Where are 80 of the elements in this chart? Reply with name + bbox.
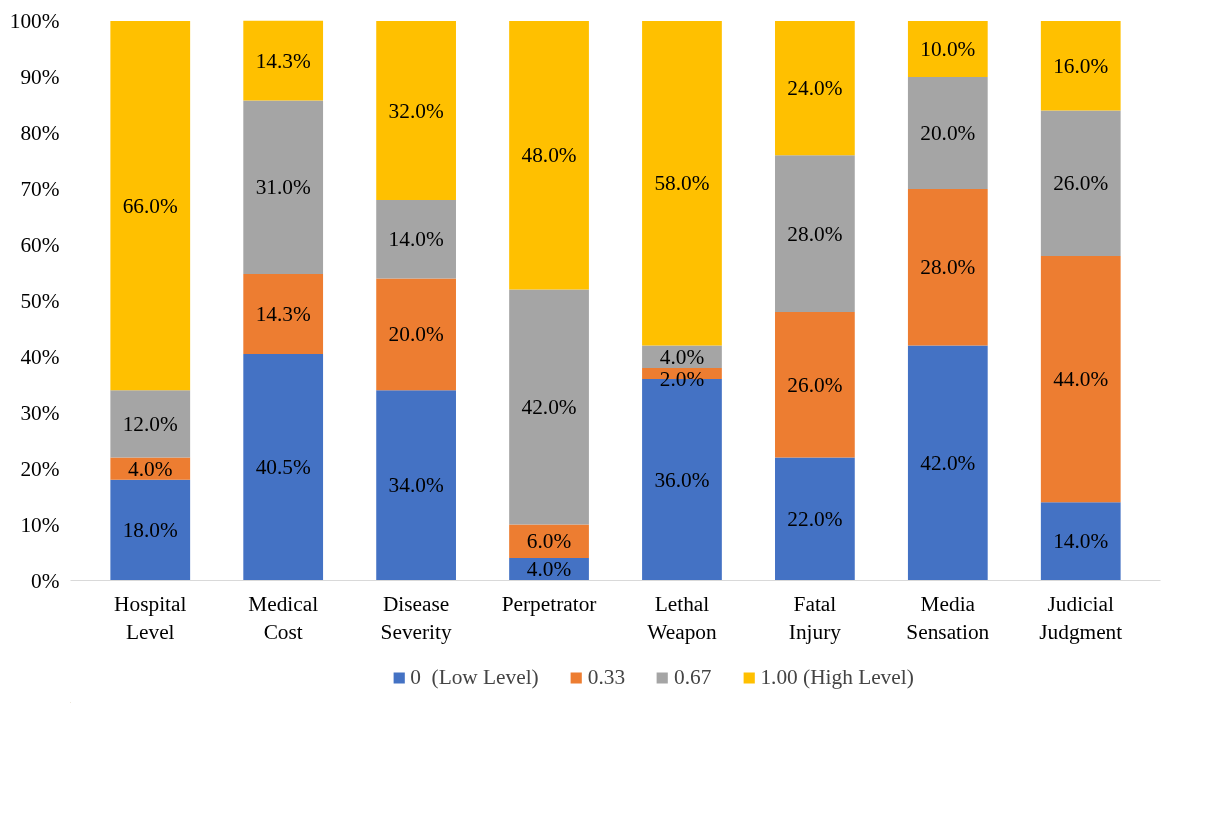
data-label: 18.0% [122,518,179,543]
y-tick-label: 30% [20,400,60,425]
data-label: 34.0% [388,473,444,498]
bar [110,21,191,391]
bar [1040,502,1121,581]
data-label: 44.0% [1053,367,1109,392]
data-label: 12.0% [122,411,179,436]
bar [110,479,191,581]
bar [775,457,855,581]
data-label: 42.0% [521,395,577,420]
x-tick-label: Medical Cost [248,591,319,645]
bar [907,77,988,189]
bar [1040,110,1121,257]
bar [907,21,988,77]
bar [509,289,589,525]
data-label: 4.0% [526,557,572,582]
data-label: 14.3% [255,301,311,326]
data-label: 4.0% [659,344,705,369]
bar [243,20,324,101]
bar [376,21,456,201]
x-tick-label: Media Sensation [906,591,990,645]
bar [243,273,324,354]
data-label: 14.0% [1053,529,1109,554]
y-tick-label: 50% [20,288,60,313]
bar [907,345,988,581]
bar [1040,21,1121,111]
legend-label: 0.33 [587,664,626,690]
data-label: 14.0% [388,227,444,252]
bar [243,353,324,581]
data-label: 32.0% [388,98,444,123]
data-label: 24.0% [787,76,843,101]
x-tick-label: Hospital Level [114,591,187,645]
x-tick-label: Disease Severity [380,591,452,645]
data-label: 28.0% [920,255,976,280]
data-label: 28.0% [787,221,843,246]
data-label: 20.0% [388,322,444,347]
data-label: 42.0% [920,451,976,476]
data-label: 4.0% [128,456,173,481]
data-label: 20.0% [920,120,976,145]
legend-label: 0.67 [674,664,712,690]
y-tick-label: 70% [20,176,60,201]
bar [376,278,456,391]
bar [509,21,589,290]
x-tick-label: Judicial Judgment [1039,591,1123,645]
bar [775,155,855,312]
bar [775,311,855,458]
data-label: 26.0% [1053,171,1109,196]
bar [642,21,722,346]
y-tick-label: 10% [20,512,60,537]
y-tick-label: 40% [20,344,60,369]
x-tick-label: Perpetrator [501,591,597,616]
data-label: 48.0% [521,143,577,168]
data-label: 31.0% [255,175,311,200]
bar [243,100,324,274]
data-label: 26.0% [787,372,843,397]
y-tick-label: 60% [20,232,60,257]
y-tick-label: 0% [31,568,60,593]
legend-label: 0 (Low Level) [410,664,539,690]
data-label: 36.0% [654,467,710,492]
data-label: 66.0% [122,193,179,218]
bar [775,21,855,156]
y-tick-label: 90% [20,65,60,89]
data-label: 14.3% [255,48,311,73]
x-tick-label: Lethal Weapon [647,591,717,645]
y-tick-label: 80% [20,120,60,145]
data-label: 58.0% [654,171,710,196]
bar [907,188,988,346]
bar [376,200,456,279]
data-label: 6.0% [526,529,572,554]
bar [376,390,456,581]
bar [110,390,191,458]
x-tick-label: Fatal Injury [788,591,842,645]
data-label: 40.5% [255,455,311,480]
legend-label: 1.00 (High Level) [760,664,914,690]
data-label: 10.0% [920,37,976,62]
data-label: 16.0% [1053,53,1109,78]
bar [1040,256,1121,503]
data-label: 22.0% [787,506,843,531]
y-tick-label: 100% [9,9,60,34]
y-tick-label: 20% [20,456,60,481]
